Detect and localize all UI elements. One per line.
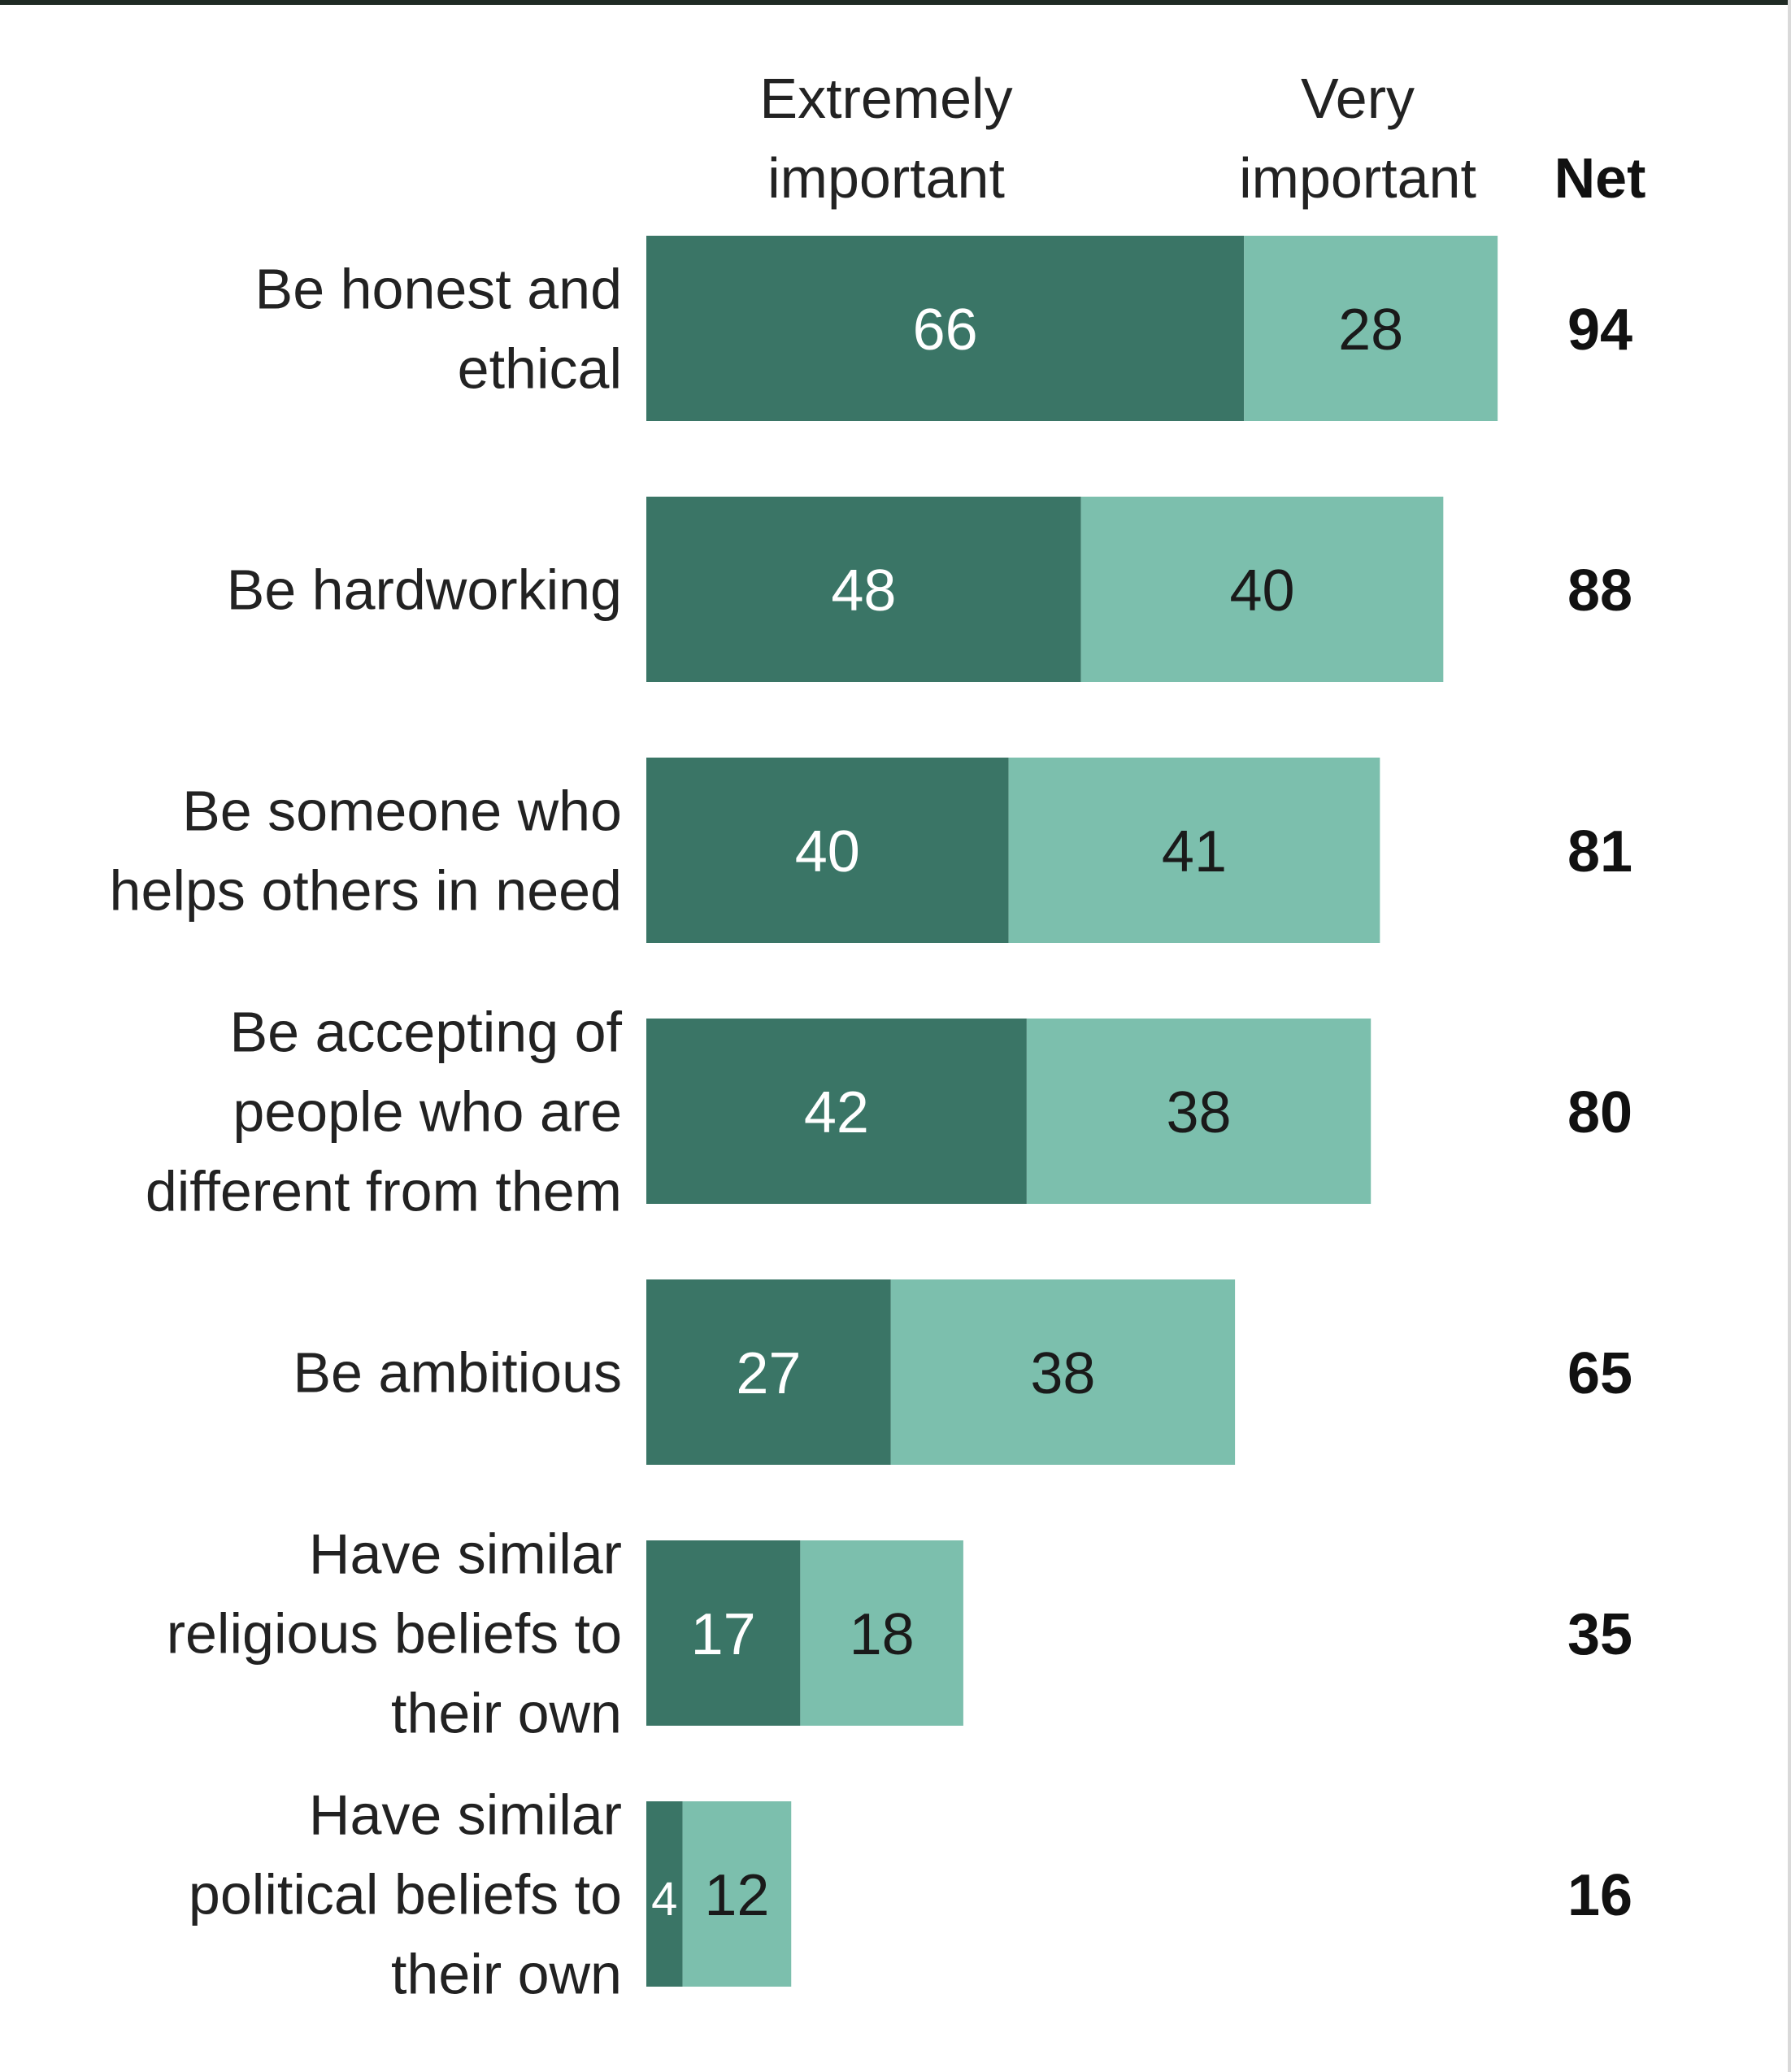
net-header: Net bbox=[1554, 146, 1646, 210]
category-label-line: people who are bbox=[233, 1080, 622, 1144]
bar-value-label: 40 bbox=[1229, 558, 1294, 623]
legend-header-line: important bbox=[767, 146, 1005, 210]
category-label-line: religious beliefs to bbox=[167, 1602, 622, 1666]
category-label-line: ethical bbox=[458, 337, 622, 401]
bar-segment-extremely-important bbox=[646, 1279, 891, 1465]
category-label-line: Be accepting of bbox=[229, 1001, 622, 1064]
category-labels: Be honest and ethical Be hardworking Be som… bbox=[110, 258, 623, 2006]
bar-value-label: 12 bbox=[704, 1863, 769, 1928]
legend-header-line: important bbox=[1239, 146, 1476, 210]
bar-value-label: 4 bbox=[651, 1873, 677, 1926]
category-label-line: their own bbox=[391, 1682, 622, 1745]
category-label-line: helps others in need bbox=[110, 859, 622, 923]
category-label-line: Be hardworking bbox=[227, 558, 622, 622]
bars: 66 28 48 40 40 41 42 38 27 38 17 18 4 12 bbox=[646, 236, 1498, 1987]
bar-segment-very-important bbox=[1026, 1019, 1372, 1204]
bar-value-label: 18 bbox=[850, 1602, 915, 1667]
category-label: Have similar religious beliefs to their ow… bbox=[167, 1523, 622, 1745]
bar-value-label: 27 bbox=[736, 1341, 801, 1406]
legend-headers: Extremely important Very important Net bbox=[759, 67, 1645, 210]
bar-segment-very-important bbox=[1008, 758, 1380, 943]
category-label: Have similar political beliefs to their ow… bbox=[189, 1783, 622, 2006]
category-label-line: Be someone who bbox=[182, 780, 622, 843]
bar-segment-extremely-important bbox=[646, 1540, 801, 1726]
category-label: Be ambitious bbox=[293, 1341, 622, 1405]
legend-header-line: Very bbox=[1301, 67, 1415, 130]
bar-value-label: 66 bbox=[913, 298, 978, 363]
category-label: Be honest and ethical bbox=[255, 258, 622, 401]
legend-header-extremely-important: Extremely important bbox=[759, 67, 1012, 210]
category-label: Be accepting of people who are different f… bbox=[146, 1001, 623, 1223]
bar-segment-extremely-important bbox=[646, 1019, 1027, 1204]
bar-value-label: 38 bbox=[1030, 1341, 1095, 1406]
bar-segment-extremely-important bbox=[646, 1801, 683, 1987]
legend-header-line: Extremely bbox=[759, 67, 1012, 130]
category-label-line: Be honest and bbox=[255, 258, 622, 321]
category-label-line: Have similar bbox=[309, 1783, 622, 1847]
net-value: 65 bbox=[1567, 1341, 1632, 1406]
bar-value-label: 28 bbox=[1338, 298, 1403, 363]
bar-value-label: 38 bbox=[1166, 1080, 1231, 1145]
category-label-line: different from them bbox=[146, 1160, 622, 1223]
bar-segment-very-important bbox=[890, 1279, 1236, 1465]
category-label-line: Have similar bbox=[309, 1523, 622, 1586]
net-value: 81 bbox=[1567, 819, 1632, 884]
bar-segment-very-important bbox=[1080, 497, 1444, 682]
bar-value-label: 41 bbox=[1162, 819, 1227, 884]
net-value: 94 bbox=[1567, 298, 1632, 363]
legend-header-very-important: Very important bbox=[1239, 67, 1476, 210]
net-value: 16 bbox=[1567, 1863, 1632, 1928]
net-value: 35 bbox=[1567, 1602, 1632, 1667]
bar-segment-extremely-important bbox=[646, 497, 1081, 682]
category-label-line: their own bbox=[391, 1943, 622, 2006]
category-label-line: Be ambitious bbox=[293, 1341, 622, 1405]
bar-value-label: 17 bbox=[691, 1602, 756, 1667]
category-label: Be someone who helps others in need bbox=[110, 780, 622, 923]
right-border bbox=[1788, 0, 1791, 2072]
bar-value-label: 40 bbox=[795, 819, 860, 884]
bar-value-label: 42 bbox=[804, 1080, 869, 1145]
category-label: Be hardworking bbox=[227, 558, 622, 622]
bar-segment-very-important bbox=[800, 1540, 963, 1726]
net-value: 80 bbox=[1567, 1080, 1632, 1145]
bar-segment-extremely-important bbox=[646, 236, 1245, 421]
bar-segment-very-important bbox=[682, 1801, 792, 1987]
net-values: 94 88 81 80 65 35 16 bbox=[1567, 298, 1632, 1928]
category-label-line: political beliefs to bbox=[189, 1863, 622, 1926]
net-value: 88 bbox=[1567, 558, 1632, 623]
top-border bbox=[0, 0, 1791, 5]
bar-segment-very-important bbox=[1244, 236, 1498, 421]
bar-value-label: 48 bbox=[831, 558, 896, 623]
bar-segment-extremely-important bbox=[646, 758, 1009, 943]
